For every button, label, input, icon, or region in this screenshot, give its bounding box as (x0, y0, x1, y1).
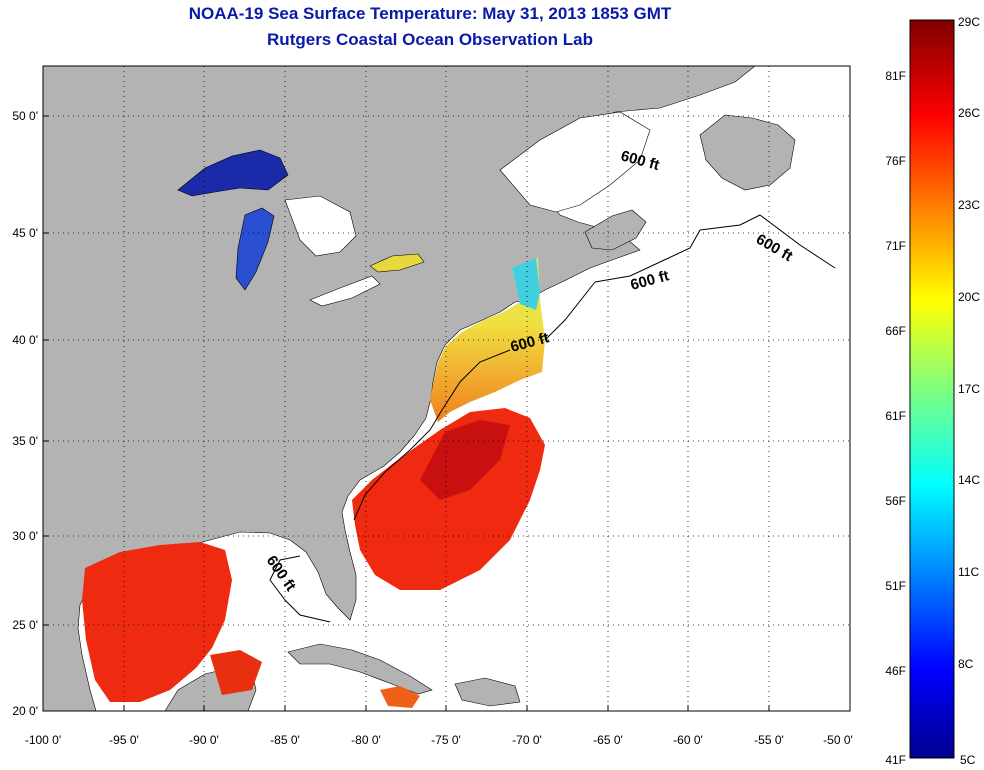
colorbar-c-label: 20C (958, 290, 980, 304)
sst-gulf-of-mexico (82, 542, 232, 702)
map-title: NOAA-19 Sea Surface Temperature: May 31,… (188, 4, 672, 23)
lake-huron (284, 195, 357, 257)
colorbar-c-label: 5C (960, 753, 976, 767)
colorbar-c-label: 17C (958, 382, 980, 396)
colorbar-f-label: 71F (885, 239, 906, 253)
colorbar-f-label: 46F (885, 664, 906, 678)
colorbar (909, 19, 955, 759)
colorbar-f-label: 61F (885, 409, 906, 423)
land-nova-scotia (584, 209, 647, 251)
gulf-st-lawrence (499, 111, 651, 213)
colorbar-f-label: 81F (885, 69, 906, 83)
colorbar-c-label: 8C (958, 657, 974, 671)
sst-gulf-of-maine (512, 258, 540, 310)
map-subtitle: Rutgers Coastal Ocean Observation Lab (267, 30, 593, 49)
lat-tick-label: 50 0' (12, 109, 38, 123)
lon-tick-label: -75 0' (431, 733, 461, 747)
colorbar-c-label: 11C (958, 565, 979, 579)
lon-tick-label: -65 0' (593, 733, 623, 747)
lat-tick-label: 35 0' (12, 434, 38, 448)
isobath-600ft (269, 214, 836, 623)
colorbar-c-label: 26C (958, 106, 980, 120)
lake-erie (309, 275, 381, 307)
land-cuba (287, 643, 433, 695)
land-newfoundland (699, 114, 796, 191)
lat-tick-label: 30 0' (12, 529, 38, 543)
sst-caribbean (210, 650, 262, 695)
lat-tick-label: 45 0' (12, 226, 38, 240)
lon-tick-label: -55 0' (754, 733, 784, 747)
lon-tick-label: -85 0' (270, 733, 300, 747)
lat-tick-label: 40 0' (12, 333, 38, 347)
axis-ticks (42, 115, 851, 712)
lon-tick-label: -90 0' (189, 733, 219, 747)
lake-ontario (369, 253, 425, 273)
colorbar-c-label: 14C (958, 473, 980, 487)
sst-northeast-shelf (430, 258, 545, 422)
colorbar-celsius-labels: 29C 26C 23C 20C 17C 14C 11C 8C 5C (958, 15, 980, 767)
colorbar-f-label: 66F (885, 324, 906, 338)
lat-tick-label: 20 0' (12, 704, 38, 718)
sst-caribbean-east (380, 686, 420, 708)
colorbar-c-label: 29C (958, 15, 980, 29)
land-hispaniola (454, 677, 521, 707)
lon-tick-label: -80 0' (351, 733, 381, 747)
colorbar-f-label: 56F (885, 494, 906, 508)
lake-superior (177, 149, 289, 197)
colorbar-f-label: 41F (885, 753, 906, 767)
lon-tick-label: -60 0' (673, 733, 703, 747)
colorbar-f-label: 51F (885, 579, 906, 593)
lon-tick-label: -95 0' (109, 733, 139, 747)
colorbar-fahrenheit-labels: 81F 76F 71F 66F 61F 56F 51F 46F 41F (885, 69, 906, 767)
lon-tick-label: -50 0' (823, 733, 853, 747)
lat-tick-label: 25 0' (12, 618, 38, 632)
colorbar-f-label: 76F (885, 154, 906, 168)
sst-gulf-stream-core (420, 420, 510, 500)
lon-tick-label: -100 0' (25, 733, 61, 747)
colorbar-c-label: 23C (958, 198, 980, 212)
lake-michigan (235, 207, 275, 291)
lon-tick-label: -70 0' (512, 733, 542, 747)
